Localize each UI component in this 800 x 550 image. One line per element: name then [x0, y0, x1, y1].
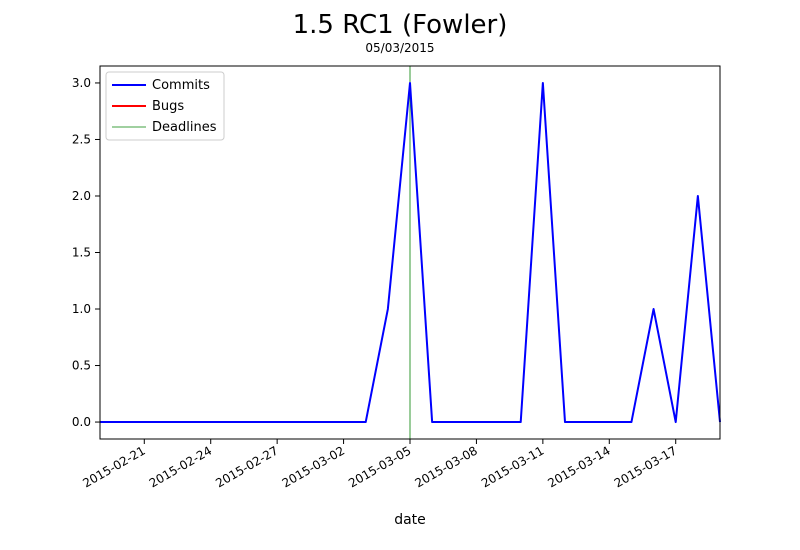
- x-tick-label: 2015-03-17: [612, 443, 679, 490]
- chart-title: 1.5 RC1 (Fowler): [293, 10, 508, 40]
- x-tick-label: 2015-03-11: [479, 443, 546, 490]
- legend-label-commits: Commits: [152, 78, 210, 93]
- y-tick-label: 1.5: [72, 246, 91, 260]
- legend: Commits Bugs Deadlines: [105, 71, 225, 141]
- y-tick-label: 0.0: [72, 415, 91, 429]
- x-tick-label: 2015-03-02: [280, 443, 347, 490]
- legend-label-bugs: Bugs: [152, 99, 184, 114]
- legend-box: [105, 71, 225, 141]
- y-tick-label: 0.5: [72, 359, 91, 373]
- x-tick-label: 2015-03-14: [545, 443, 612, 490]
- y-axis-ticks: 0.0 0.5 1.0 1.5 2.0 2.5 3.0: [72, 76, 100, 429]
- x-tick-label: 2015-03-05: [346, 443, 413, 490]
- y-tick-label: 1.0: [72, 302, 91, 316]
- y-tick-label: 2.5: [72, 132, 91, 146]
- x-tick-label: 2015-02-27: [213, 443, 280, 490]
- y-tick-label: 3.0: [72, 76, 91, 90]
- x-tick-label: 2015-02-21: [80, 443, 147, 490]
- chart-subtitle: 05/03/2015: [365, 41, 434, 55]
- x-tick-label: 2015-02-24: [147, 443, 214, 490]
- x-axis-label: date: [394, 512, 426, 528]
- y-tick-label: 2.0: [72, 189, 91, 203]
- x-axis-ticks: 2015-02-21 2015-02-24 2015-02-27 2015-03-02…: [80, 439, 679, 490]
- series-lines: [100, 81, 721, 424]
- x-tick-label: 2015-03-08: [413, 443, 480, 490]
- series-line-commits: [100, 81, 721, 424]
- legend-label-deadlines: Deadlines: [152, 120, 217, 135]
